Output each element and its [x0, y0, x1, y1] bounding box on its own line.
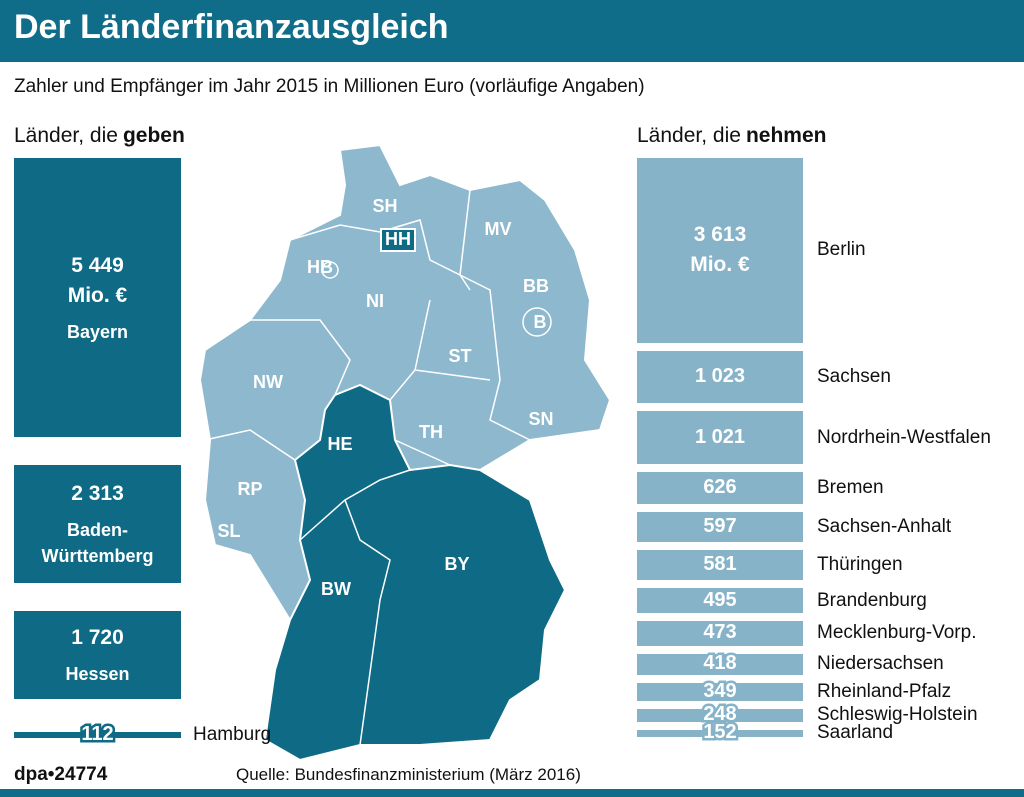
state-label: HE — [327, 434, 352, 454]
state-label: BB — [523, 276, 549, 296]
state-label: NI — [366, 291, 384, 311]
category-label: Hamburg — [193, 724, 272, 745]
state-label: NW — [253, 372, 283, 392]
category-label: Baden-Württemberg — [41, 520, 154, 567]
state-label: SN — [528, 409, 553, 429]
category-label: Rheinland-Pfalz — [817, 680, 952, 702]
bar: 1 720 Hessen — [14, 611, 181, 700]
category-label: Nordrhein-Westfalen — [817, 426, 991, 448]
bar — [637, 682, 803, 701]
bar — [637, 653, 803, 675]
category-label: Niedersachsen — [817, 653, 944, 675]
value-label: 349 — [701, 677, 739, 704]
category-label: Sachsen — [817, 366, 891, 388]
bar: 5 449 Mio. € Bayern — [14, 158, 181, 437]
category-label: Saarland — [817, 722, 894, 744]
category-label: Bayern — [66, 321, 129, 342]
panel-title: Länder, die nehmen — [637, 124, 826, 148]
category-label: Brandenburg — [817, 589, 927, 611]
value-label: 626 — [701, 473, 739, 500]
panel-title-text: Länder, die — [14, 124, 118, 147]
brand: dpa•24774 — [14, 764, 108, 785]
bar: 2 313 Baden-Württemberg — [14, 465, 181, 584]
bar — [14, 732, 181, 738]
panel-title-text: Länder, die — [637, 124, 741, 147]
category-label: Bremen — [817, 476, 884, 498]
unit-label: Mio. € — [690, 253, 750, 277]
value-label: 597 — [701, 512, 739, 539]
category-label: Berlin — [817, 239, 866, 261]
value-label: 1 021 — [692, 423, 747, 450]
bar — [637, 550, 803, 580]
subtitle: Zahler und Empfänger im Jahr 2015 in Mil… — [14, 76, 645, 97]
state-label: HH — [385, 229, 411, 249]
category-label: Thüringen — [817, 554, 903, 576]
value-label: 3 613 — [693, 223, 747, 247]
source: Quelle: Bundesfinanzministerium (März 20… — [236, 765, 581, 784]
bar — [637, 411, 803, 464]
state-label: ST — [448, 346, 471, 366]
category-label: Mecklenburg-Vorp. — [817, 622, 977, 644]
header-bar — [0, 0, 1024, 62]
value-label: 152 — [701, 719, 739, 746]
bar — [637, 350, 803, 404]
bar — [637, 511, 803, 543]
bar — [637, 471, 803, 504]
category-label: Schleswig-Holstein — [817, 704, 978, 726]
state-label: HB — [307, 257, 333, 277]
title: Der Länderfinanzausgleich — [14, 8, 449, 46]
bar — [637, 708, 803, 722]
bar — [637, 588, 803, 614]
state-label: B — [534, 312, 547, 332]
value-label: 473 — [701, 619, 739, 646]
state-label: BY — [444, 554, 469, 574]
value-label: 112 — [79, 721, 116, 748]
panel-title: Länder, die geben — [14, 124, 185, 148]
bar: 3 613 Mio. € — [637, 158, 803, 343]
footer-bar — [0, 789, 1024, 797]
value-label: 1 023 — [692, 363, 747, 390]
value-label: 2 313 — [71, 482, 124, 506]
value-label: 5 449 — [71, 253, 124, 277]
value-label: 495 — [701, 586, 739, 613]
hh-box — [380, 228, 416, 252]
map-dark-states — [263, 383, 567, 762]
value-label: 1 720 — [71, 626, 124, 650]
state-label: SL — [217, 521, 240, 541]
value-label: 581 — [701, 551, 739, 578]
state-label: TH — [419, 422, 443, 442]
bar — [637, 621, 803, 646]
state-label: BW — [321, 579, 351, 599]
bar — [637, 729, 803, 738]
value-label: 418 — [701, 650, 739, 677]
panel-title-bold: geben — [122, 124, 185, 147]
panel-title-bold: nehmen — [745, 124, 827, 147]
unit-label: Mio. € — [67, 283, 128, 307]
map-borders — [204, 189, 552, 746]
category-label: Hessen — [65, 664, 130, 685]
value-label: 248 — [701, 701, 739, 728]
state-label: MV — [485, 219, 512, 239]
state-label: SH — [372, 196, 397, 216]
state-label: RP — [237, 479, 262, 499]
category-label: Sachsen-Anhalt — [817, 515, 952, 537]
